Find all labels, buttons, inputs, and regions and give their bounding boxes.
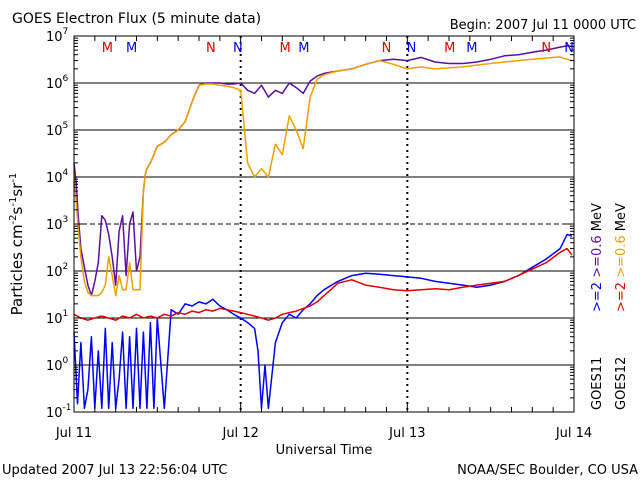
y-tick-exponent: 1 (63, 309, 69, 319)
x-tick-label: Jul 12 (221, 426, 258, 441)
y-tick-base: 10 (46, 312, 63, 327)
x-tick-label: Jul 14 (555, 426, 592, 441)
x-axis-ticks: Jul 11 Jul 12 Jul 13 Jul 14 (55, 36, 592, 441)
satellite-marker: N (564, 41, 574, 56)
y-tick-label-1e1: 101 (46, 309, 68, 327)
y-tick-label-1e3: 103 (46, 215, 68, 233)
y-label-sr: sr (8, 182, 26, 197)
y-tick-exponent: -1 (63, 403, 72, 413)
satellite-marker: N (407, 41, 417, 56)
y-tick-base: 10 (46, 77, 63, 92)
legend-goes12-unit: MeV (614, 203, 629, 231)
y-tick-base: 10 (46, 359, 63, 374)
satellite-marker: N (382, 41, 392, 56)
y-tick-label-1e6: 106 (46, 74, 69, 92)
series-line-0 (73, 45, 572, 297)
y-label-s: s (8, 206, 26, 214)
y-tick-exponent: 3 (63, 215, 69, 225)
legend: GOES11 GOES12 >=2 >=0.6 MeV >=2 >=0.6 Me… (590, 203, 629, 410)
data-series (73, 45, 573, 410)
y-tick-exponent: 5 (63, 121, 69, 131)
y-tick-base: 10 (46, 218, 63, 233)
updated-timestamp: Updated 2007 Jul 13 22:56:04 UTC (2, 463, 227, 478)
y-tick-exponent: 4 (63, 168, 69, 178)
satellite-marker: M (444, 41, 455, 56)
x-tick-label: Jul 13 (388, 426, 425, 441)
y-tick-exponent: 6 (63, 74, 69, 84)
legend-goes12: GOES12 (614, 357, 629, 410)
x-axis-title: Universal Time (276, 443, 373, 458)
y-label-base: Particles cm (8, 224, 26, 315)
series-line-1 (73, 56, 573, 297)
y-tick-base: 10 (46, 124, 63, 139)
series-line-2 (73, 233, 573, 410)
begin-timestamp: Begin: 2007 Jul 11 0000 UTC (450, 18, 636, 33)
y-tick-base: 10 (46, 171, 63, 186)
satellite-marker: M (298, 41, 309, 56)
x-tick-label: Jul 11 (55, 426, 92, 441)
legend-goes12-ge06: >=0.6 (614, 235, 629, 277)
y-tick-exponent: 0 (63, 356, 69, 366)
y-label-exp-1: -2 (8, 214, 19, 224)
satellite-marker: N (541, 41, 551, 56)
y-tick-exponent: 7 (63, 27, 69, 37)
y-tick-label-1e-1: 10-1 (46, 403, 72, 421)
y-tick-base: 10 (46, 406, 63, 421)
y-tick-label-1e4: 104 (46, 168, 69, 186)
legend-goes12-ge2: >=2 (614, 282, 629, 312)
chart-title: GOES Electron Flux (5 minute data) (12, 11, 261, 27)
satellite-marker: M (280, 41, 291, 56)
y-tick-label-1e2: 102 (46, 262, 68, 280)
y-tick-base: 10 (46, 30, 63, 45)
y-axis-title: Particles cm-2s-1sr-1 (8, 173, 26, 316)
legend-goes11-unit: MeV (590, 203, 605, 231)
y-tick-label-1e5: 105 (46, 121, 68, 139)
y-label-exp-3: -1 (8, 173, 19, 183)
legend-goes11-ge06: >=0.6 (590, 235, 605, 277)
satellite-marker: N (233, 41, 243, 56)
series-line-3 (73, 247, 573, 321)
legend-goes11-energies: >=2 >=0.6 MeV (590, 203, 605, 312)
day-separators (239, 36, 409, 412)
legend-goes11-ge2: >=2 (590, 282, 605, 312)
source-credit: NOAA/SEC Boulder, CO USA (457, 463, 638, 478)
satellite-marker: M (126, 41, 137, 56)
y-tick-base: 10 (46, 265, 63, 280)
satellite-marker: M (466, 41, 477, 56)
y-tick-label-1e7: 107 (46, 27, 68, 45)
y-tick-label-1e0: 100 (46, 356, 69, 374)
legend-goes11: GOES11 (590, 357, 605, 410)
y-tick-exponent: 2 (63, 262, 69, 272)
satellite-marker: N (206, 41, 216, 56)
y-label-exp-2: -1 (8, 197, 19, 207)
satellite-marker: M (102, 41, 113, 56)
legend-goes12-energies: >=2 >=0.6 MeV (614, 203, 629, 312)
